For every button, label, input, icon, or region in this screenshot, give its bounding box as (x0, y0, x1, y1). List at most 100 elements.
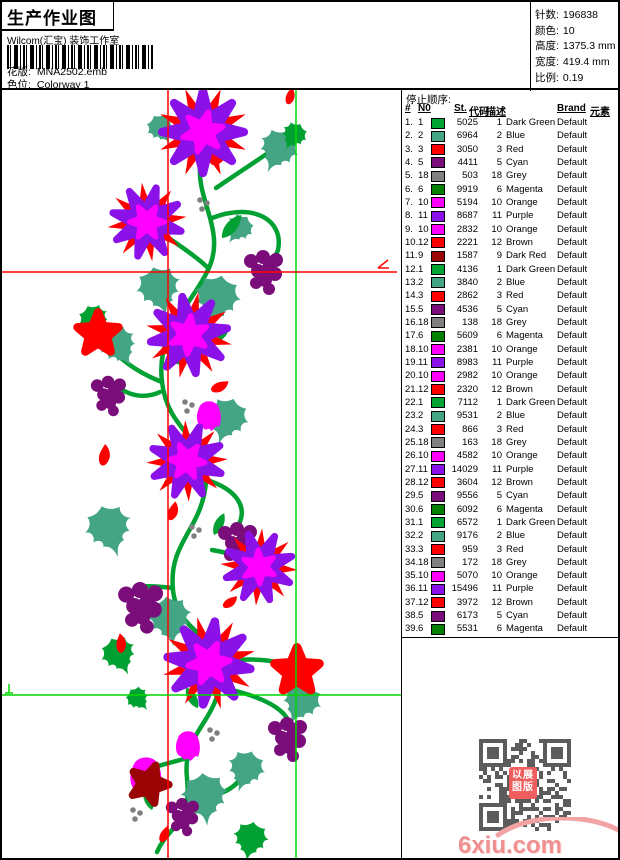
cell-needle: 11 (418, 210, 428, 222)
color-swatch (431, 530, 445, 542)
software-name: Wilcom(汇宝) 装饰工作室 (7, 36, 120, 47)
color-swatch (431, 130, 445, 142)
stop-table-header: # N0 St. 代码 描述 Brand 元素 (402, 103, 618, 118)
cell-seq: 17. (405, 330, 419, 342)
cell-brand: Default (557, 196, 588, 208)
info-label: 宽度: (535, 56, 559, 69)
cell-stitches: 5070 (456, 570, 478, 582)
cell-code: 6 (496, 183, 502, 195)
page-title-box: 生产作业图 (2, 2, 114, 31)
cell-seq: 2. (405, 130, 413, 142)
cell-code: 18 (491, 436, 502, 448)
cell-stitches: 7112 (457, 396, 478, 408)
cell-code: 6 (496, 330, 502, 342)
color-swatch (431, 117, 445, 129)
table-row: 21. 12 2320 12 Brown Default (402, 383, 618, 396)
table-row: 6. 6 9919 6 Magenta Default (402, 183, 618, 196)
cell-needle: 10 (418, 450, 429, 462)
table-row: 24. 3 866 3 Red Default (402, 423, 618, 436)
table-row: 31. 1 6572 1 Dark Green Default (402, 516, 618, 529)
cell-stitches: 4411 (457, 156, 478, 168)
cell-brand: Default (557, 290, 588, 302)
cell-description: Magenta (506, 330, 543, 342)
stamp-text-line1: 以展 (512, 770, 534, 781)
cell-seq: 12. (405, 263, 419, 275)
cell-code: 2 (496, 276, 502, 288)
cell-code: 10 (491, 343, 502, 355)
cell-stitches: 5531 (456, 623, 478, 635)
cell-code: 12 (491, 236, 502, 248)
cell-description: Blue (506, 130, 526, 142)
cell-description: Purple (506, 463, 534, 475)
guide-lines (2, 90, 401, 858)
cell-stitches: 5609 (456, 330, 478, 342)
cell-needle: 1 (418, 516, 424, 528)
cell-stitches: 3050 (456, 143, 478, 155)
cell-brand: Default (557, 117, 588, 128)
stop-sequence-title: 停止顺序: (406, 94, 451, 106)
color-swatch (431, 357, 445, 369)
table-row: 23. 2 9531 2 Blue Default (402, 409, 618, 422)
cell-brand: Default (557, 130, 588, 142)
cell-stitches: 9556 (456, 490, 478, 502)
cell-brand: Default (557, 223, 588, 235)
cell-code: 11 (492, 583, 502, 595)
cell-brand: Default (557, 596, 588, 608)
cell-stitches: 138 (462, 316, 478, 328)
table-row: 39. 6 5531 6 Magenta Default (402, 622, 618, 635)
column-header-element: 元素 (590, 107, 610, 118)
watermark-site: 6xiu.com (457, 832, 563, 859)
color-swatch (431, 557, 445, 569)
cell-brand: Default (557, 530, 588, 542)
cell-description: Dark Green (506, 263, 556, 275)
cell-description: Brown (506, 596, 533, 608)
cell-brand: Default (557, 263, 588, 275)
table-row: 7. 10 5194 10 Orange Default (402, 196, 618, 209)
cell-code: 12 (491, 596, 502, 608)
cell-seq: 27. (405, 463, 419, 475)
color-swatch (431, 237, 445, 249)
cell-needle: 5 (418, 490, 424, 502)
cell-stitches: 2862 (456, 290, 478, 302)
table-row: 36. 11 15496 11 Purple Default (402, 582, 618, 595)
table-row: 16. 18 138 18 Grey Default (402, 316, 618, 329)
cell-code: 10 (491, 450, 502, 462)
cell-seq: 25. (405, 436, 419, 448)
design-info-row: 比例: 0.19 (535, 70, 618, 86)
cell-stitches: 2832 (456, 223, 478, 235)
cell-description: Cyan (506, 490, 529, 502)
cell-needle: 5 (418, 610, 424, 622)
cell-code: 3 (496, 423, 502, 435)
cell-seq: 37. (405, 596, 419, 608)
anchor-mark-icon (5, 684, 13, 694)
cell-brand: Default (557, 156, 588, 168)
cell-code: 10 (491, 370, 502, 382)
embroidery-design (2, 90, 401, 858)
cell-code: 5 (496, 490, 502, 502)
color-swatch (431, 517, 445, 529)
cell-seq: 11. (405, 250, 418, 262)
cell-code: 1 (496, 117, 502, 128)
stamp-text-line2: 图版 (512, 782, 534, 793)
color-swatch (431, 197, 445, 209)
cell-stitches: 2320 (456, 383, 478, 395)
table-row: 20. 10 2982 10 Orange Default (402, 369, 618, 382)
cell-seq: 19. (405, 356, 419, 368)
cell-code: 6 (496, 623, 502, 635)
cell-stitches: 2221 (456, 236, 478, 248)
cell-stitches: 15496 (451, 583, 478, 595)
cell-description: Dark Red (506, 250, 547, 262)
cell-brand: Default (557, 516, 588, 528)
cell-stitches: 6173 (456, 610, 478, 622)
design-info-row: 高度: 1375.3 mm (535, 38, 618, 54)
cell-brand: Default (557, 316, 588, 328)
cell-description: Orange (506, 196, 538, 208)
cell-needle: 10 (418, 196, 429, 208)
column-header-desc: 描述 (486, 107, 506, 118)
cell-code: 18 (491, 170, 502, 182)
table-row: 4. 5 4411 5 Cyan Default (402, 156, 618, 169)
cell-stitches: 866 (462, 423, 478, 435)
cell-code: 11 (492, 356, 502, 368)
design-info-row: 针数: 196838 (535, 7, 618, 23)
page-title: 生产作业图 (7, 9, 97, 28)
